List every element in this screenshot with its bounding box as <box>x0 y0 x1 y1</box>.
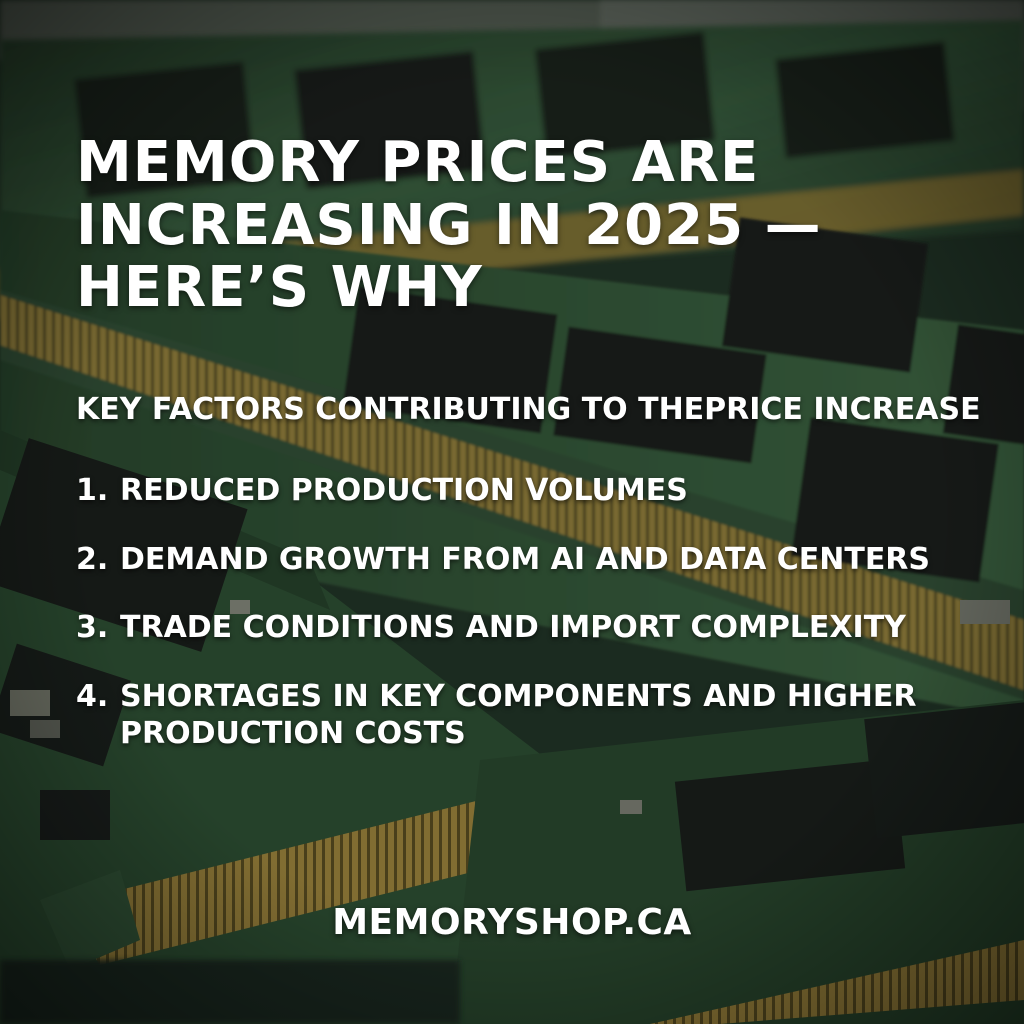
headline-line-3: HERE’S WHY <box>76 255 483 321</box>
headline-line-2: INCREASING IN 2025 — <box>76 192 822 258</box>
factor-text: TRADE CONDITIONS AND IMPORT COMPLEXITY <box>120 610 906 645</box>
factor-text: DEMAND GROWTH FROM AI AND DATA CENTERS <box>120 541 931 577</box>
factor-number: 3. <box>76 610 109 645</box>
subheading: KEY FACTORS CONTRIBUTING TO THEPRICE INC… <box>76 392 981 427</box>
factor-number: 2. <box>76 541 109 577</box>
factor-item: 1. REDUCED PRODUCTION VOLUMES <box>76 472 976 510</box>
factor-item: 2. DEMAND GROWTH FROM AI AND DATA CENTER… <box>76 541 976 579</box>
website-url[interactable]: MEMORYSHOP.CA <box>332 902 692 943</box>
headline-line-1: MEMORY PRICES ARE <box>76 130 760 195</box>
factor-number: 1. <box>76 473 109 508</box>
factor-item: 4. SHORTAGES IN KEY COMPONENTS AND HIGHE… <box>76 678 976 753</box>
factor-number: 4. <box>76 678 109 714</box>
factors-list: 1. REDUCED PRODUCTION VOLUMES 2. DEMAND … <box>76 472 976 784</box>
factor-text: SHORTAGES IN KEY COMPONENTS AND HIGHER P… <box>120 678 917 752</box>
headline: MEMORY PRICES ARE INCREASING IN 2025 — H… <box>76 130 976 321</box>
factor-item: 3. TRADE CONDITIONS AND IMPORT COMPLEXIT… <box>76 609 976 647</box>
factor-text: REDUCED PRODUCTION VOLUMES <box>120 473 688 508</box>
